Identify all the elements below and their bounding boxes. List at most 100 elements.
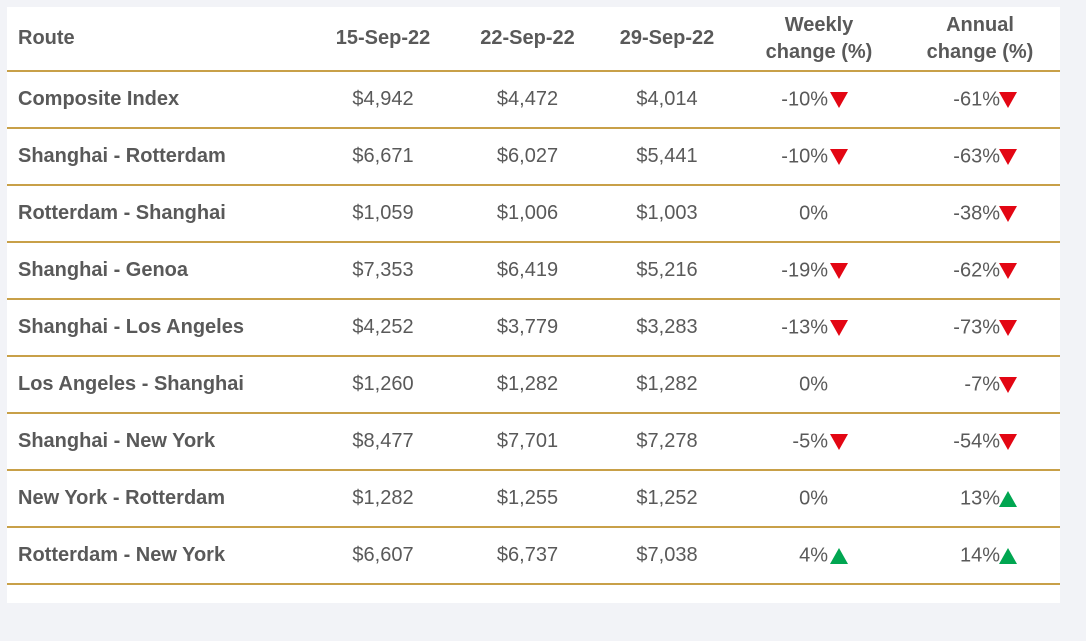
- route-name: Rotterdam - New York: [18, 544, 226, 566]
- rate-22-sep-22: $6,027: [496, 145, 559, 167]
- weekly-change: -19%: [738, 242, 900, 299]
- rate-15-sep-22: $1,260: [352, 373, 414, 395]
- route-name: Shanghai - Rotterdam: [18, 145, 226, 167]
- weekly-change-value: -13%: [781, 316, 828, 338]
- annual-change-value: -63%: [953, 145, 1000, 167]
- route-name: New York - Rotterdam: [18, 487, 226, 509]
- red-down-triangle-icon: [998, 433, 1018, 451]
- rate-29-sep-22: $3,283: [636, 316, 698, 338]
- red-down-triangle-icon: [998, 319, 1018, 337]
- header-date-1: 15-Sep-22: [335, 27, 431, 49]
- table-row: Composite Index $4,942 $4,472 $4,014 -10% -61…: [7, 71, 1060, 128]
- weekly-change-value: -19%: [781, 259, 828, 281]
- annual-change: 14%: [900, 527, 1060, 584]
- header-date-3: 29-Sep-22: [619, 27, 715, 49]
- red-down-triangle-icon: [829, 433, 849, 451]
- annual-change: -38%: [900, 185, 1060, 242]
- annual-change: -7%: [900, 356, 1060, 413]
- weekly-change: -10%: [738, 71, 900, 128]
- rate-22-sep-22: $3,779: [496, 316, 559, 338]
- red-down-triangle-icon: [998, 91, 1018, 109]
- route-name: Shanghai - New York: [18, 430, 216, 452]
- red-down-triangle-icon: [998, 262, 1018, 280]
- red-down-triangle-icon: [829, 148, 849, 166]
- rate-29-sep-22: $7,038: [636, 544, 698, 566]
- table-body: Composite Index $4,942 $4,472 $4,014 -10% -61…: [7, 71, 1060, 584]
- annual-change-value: -38%: [953, 202, 1000, 224]
- rate-29-sep-22: $1,282: [636, 373, 698, 395]
- rate-22-sep-22: $1,282: [496, 373, 559, 395]
- rate-22-sep-22: $1,006: [496, 202, 559, 224]
- weekly-change-value: 0%: [799, 202, 828, 224]
- table-row: New York - Rotterdam $1,282 $1,255 $1,252 0%…: [7, 470, 1060, 527]
- annual-change-value: 14%: [959, 544, 1000, 566]
- rate-15-sep-22: $4,942: [352, 88, 414, 110]
- table-row: Shanghai - Genoa $7,353 $6,419 $5,216 -19% -6…: [7, 242, 1060, 299]
- header-weekly-change: Weekly change (%): [738, 7, 900, 71]
- weekly-change-value: 4%: [799, 544, 828, 566]
- freight-rates-table: Route 15-Sep-22 22-Sep-22 29-Sep-22 Week…: [7, 7, 1060, 585]
- route-name: Composite Index: [18, 88, 180, 110]
- route-name: Shanghai - Genoa: [18, 259, 189, 281]
- annual-change-value: -73%: [953, 316, 1000, 338]
- rate-29-sep-22: $5,216: [636, 259, 698, 281]
- table-row: Shanghai - Los Angeles $4,252 $3,779 $3,283…: [7, 299, 1060, 356]
- red-down-triangle-icon: [829, 319, 849, 337]
- annual-change-value: 13%: [959, 487, 1000, 509]
- route-name: Shanghai - Los Angeles: [18, 316, 244, 338]
- header-annual-change: Annual change (%): [900, 7, 1060, 71]
- header-route: Route: [18, 27, 75, 49]
- weekly-change: -13%: [738, 299, 900, 356]
- weekly-change-value: -10%: [781, 145, 828, 167]
- rate-22-sep-22: $1,255: [496, 487, 559, 509]
- weekly-change: 0%: [738, 356, 900, 413]
- rate-15-sep-22: $6,671: [352, 145, 414, 167]
- rate-15-sep-22: $4,252: [352, 316, 414, 338]
- red-down-triangle-icon: [998, 376, 1018, 394]
- annual-change-value: -62%: [953, 259, 1000, 281]
- table-header-row: Route 15-Sep-22 22-Sep-22 29-Sep-22 Week…: [7, 7, 1060, 71]
- green-up-triangle-icon: [998, 547, 1018, 565]
- rate-29-sep-22: $1,003: [636, 202, 698, 224]
- red-down-triangle-icon: [829, 91, 849, 109]
- annual-change-value: -7%: [964, 373, 1000, 395]
- rate-22-sep-22: $6,737: [496, 544, 559, 566]
- table-row: Shanghai - New York $8,477 $7,701 $7,278 -5%…: [7, 413, 1060, 470]
- red-down-triangle-icon: [829, 262, 849, 280]
- rates-table-panel: Route 15-Sep-22 22-Sep-22 29-Sep-22 Week…: [7, 7, 1060, 603]
- rate-29-sep-22: $5,441: [636, 145, 698, 167]
- annual-change: 13%: [900, 470, 1060, 527]
- table-row: Rotterdam - New York $6,607 $6,737 $7,038 4%…: [7, 527, 1060, 584]
- rate-29-sep-22: $4,014: [636, 88, 698, 110]
- rate-22-sep-22: $6,419: [496, 259, 559, 281]
- weekly-change: 4%: [738, 527, 900, 584]
- header-annual-line2: change (%): [926, 40, 1034, 63]
- annual-change-value: -61%: [953, 88, 1000, 110]
- green-up-triangle-icon: [998, 490, 1018, 508]
- annual-change: -63%: [900, 128, 1060, 185]
- rate-15-sep-22: $1,059: [352, 202, 414, 224]
- weekly-change-value: -10%: [781, 88, 828, 110]
- weekly-change-value: 0%: [799, 373, 828, 395]
- weekly-change-value: 0%: [799, 487, 828, 509]
- rate-29-sep-22: $1,252: [636, 487, 698, 509]
- route-name: Los Angeles - Shanghai: [18, 373, 244, 395]
- table-row: Los Angeles - Shanghai $1,260 $1,282 $1,282…: [7, 356, 1060, 413]
- route-name: Rotterdam - Shanghai: [18, 202, 226, 224]
- red-down-triangle-icon: [998, 205, 1018, 223]
- weekly-change: 0%: [738, 470, 900, 527]
- header-annual-line1: Annual: [946, 13, 1014, 36]
- header-date-2: 22-Sep-22: [480, 27, 575, 49]
- weekly-change: -5%: [738, 413, 900, 470]
- rate-15-sep-22: $6,607: [352, 544, 414, 566]
- weekly-change: -10%: [738, 128, 900, 185]
- header-weekly-line2: change (%): [765, 40, 873, 63]
- annual-change: -62%: [900, 242, 1060, 299]
- annual-change-value: -54%: [953, 430, 1000, 452]
- rate-22-sep-22: $4,472: [496, 88, 559, 110]
- annual-change: -54%: [900, 413, 1060, 470]
- rate-29-sep-22: $7,278: [636, 430, 698, 452]
- table-row: Shanghai - Rotterdam $6,671 $6,027 $5,441 -1…: [7, 128, 1060, 185]
- annual-change: -73%: [900, 299, 1060, 356]
- annual-change: -61%: [900, 71, 1060, 128]
